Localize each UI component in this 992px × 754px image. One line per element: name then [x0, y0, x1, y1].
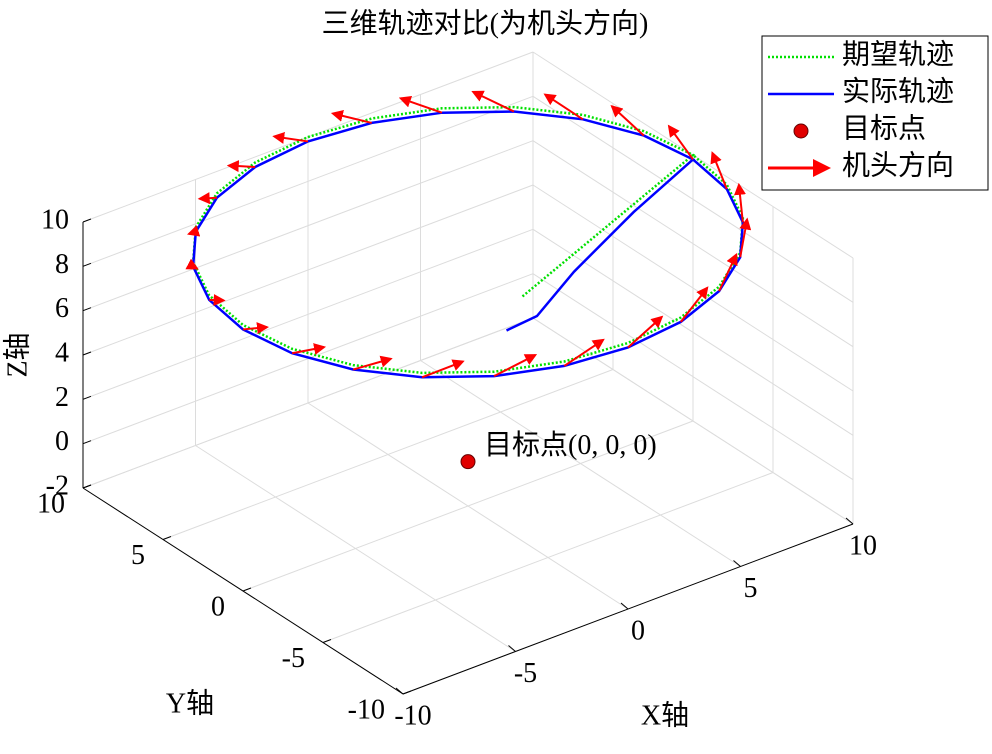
- legend-label: 目标点: [842, 112, 926, 144]
- z-axis-label: Z轴: [1, 332, 33, 377]
- heading-arrow: [627, 315, 664, 349]
- heading-arrow: [610, 104, 645, 137]
- grid-line: [82, 228, 534, 400]
- y-axis-label: Y轴: [166, 687, 214, 719]
- heading-arrow: [291, 343, 327, 355]
- z-tick: [82, 307, 92, 312]
- z-tick-label: 6: [55, 293, 69, 324]
- grid-line: [82, 140, 534, 312]
- x-tick-label: 10: [849, 530, 877, 561]
- grid-line: [82, 95, 534, 267]
- x-tick: [733, 560, 741, 567]
- x-tick-label: -10: [394, 700, 431, 731]
- grid-line: [532, 228, 854, 436]
- heading-arrow: [242, 322, 269, 335]
- z-tick: [82, 440, 92, 445]
- z-tick-label: 10: [41, 204, 69, 235]
- x-tick: [845, 517, 854, 525]
- heading-arrow: [493, 354, 538, 378]
- x-tick: [395, 687, 404, 695]
- heading-arrow: [197, 192, 218, 205]
- target-point: [460, 454, 476, 470]
- z-tick: [82, 484, 92, 489]
- chart-title: 三维轨迹对比(为机头方向): [322, 7, 649, 39]
- z-tick-label: 4: [55, 337, 69, 368]
- y-tick: [322, 639, 332, 643]
- heading-arrow: [421, 359, 465, 379]
- z-tick: [82, 395, 92, 400]
- heading-arrow: [398, 95, 443, 114]
- x-tick: [620, 602, 629, 610]
- heading-arrow: [680, 286, 709, 323]
- legend-box: [761, 35, 989, 191]
- heading-arrow: [667, 124, 694, 161]
- heading-arrow: [187, 225, 201, 237]
- x-tick-label: 0: [631, 615, 645, 646]
- y-tick: [402, 690, 412, 695]
- legend-swatch: [793, 123, 809, 139]
- grid-line: [532, 273, 854, 481]
- z-tick-label: -2: [46, 470, 69, 501]
- heading-arrow: [226, 160, 256, 173]
- heading-arrow: [710, 151, 728, 190]
- heading-arrow: [739, 217, 752, 258]
- heading-arrow: [733, 182, 746, 223]
- heading-arrow: [209, 294, 226, 307]
- grid-line: [82, 184, 534, 356]
- grid-line: [162, 369, 614, 540]
- y-tick-label: -5: [282, 643, 305, 674]
- grid-line: [322, 472, 774, 643]
- trajectory-line: [191, 105, 745, 375]
- z-tick-label: 2: [55, 382, 69, 413]
- heading-arrow: [563, 338, 605, 367]
- z-tick: [82, 351, 92, 356]
- heading-arrow: [330, 110, 372, 124]
- z-tick-label: 8: [55, 249, 69, 280]
- grid-line: [532, 184, 854, 392]
- heading-arrow: [471, 90, 515, 113]
- annotation: 目标点(0, 0, 0): [484, 429, 657, 461]
- y-tick-label: -10: [348, 694, 385, 725]
- legend-label: 机头方向: [842, 149, 954, 181]
- y-tick-label: 0: [211, 591, 225, 622]
- grid-line: [532, 140, 854, 348]
- legend-label: 实际轨迹: [842, 75, 954, 107]
- y-tick: [162, 536, 172, 540]
- y-tick: [242, 587, 252, 592]
- heading-arrow: [352, 355, 393, 371]
- heading-arrow: [718, 252, 738, 292]
- grid-line: [532, 95, 854, 303]
- z-tick: [82, 218, 92, 223]
- x-axis-label: X轴: [641, 699, 689, 731]
- legend-label: 期望轨迹: [842, 38, 954, 70]
- x-tick-label: -5: [514, 658, 537, 689]
- grid-line: [82, 317, 534, 489]
- z-tick-label: 0: [55, 426, 69, 457]
- x-tick: [508, 645, 516, 652]
- x-tick-label: 5: [744, 573, 758, 604]
- z-tick: [82, 262, 92, 267]
- y-tick-label: 5: [131, 540, 145, 571]
- y-tick-label: 10: [37, 488, 65, 519]
- heading-arrow: [543, 93, 584, 121]
- heading-arrow: [272, 131, 309, 144]
- grid-line: [242, 420, 694, 592]
- heading-arrow: [185, 258, 199, 270]
